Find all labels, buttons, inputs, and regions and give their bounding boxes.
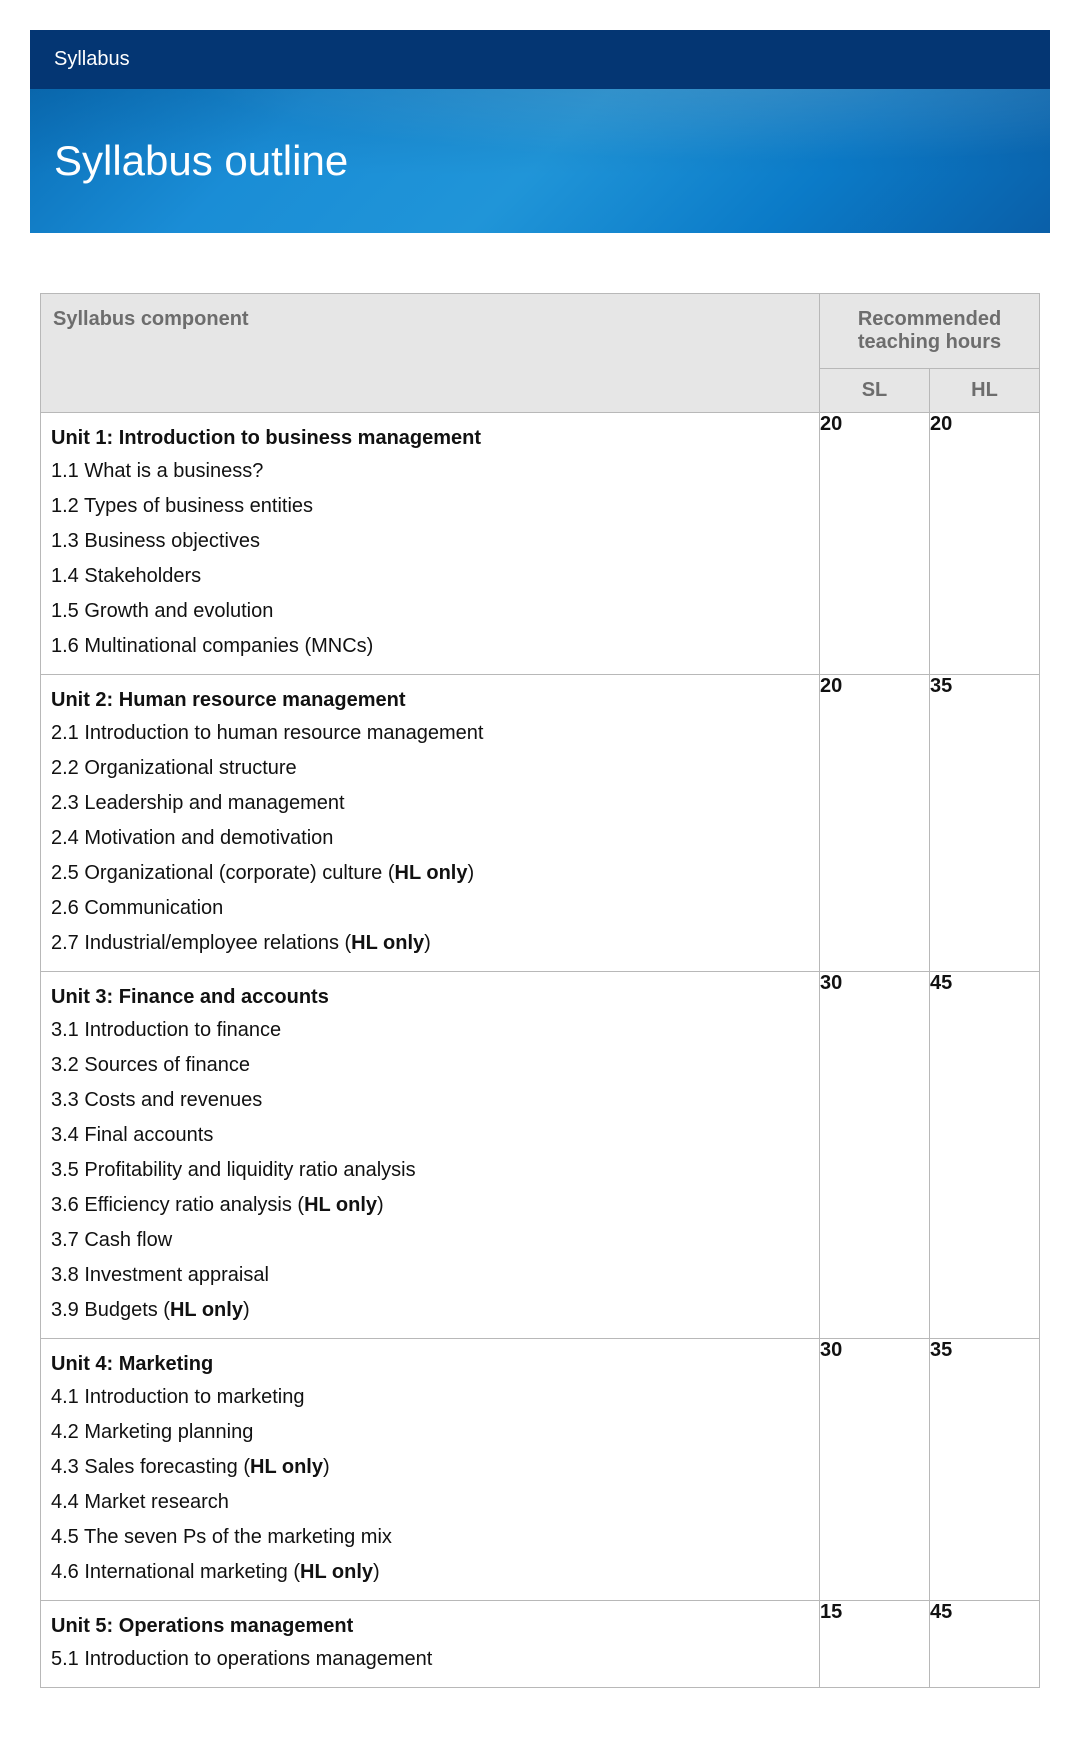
topic: 3.3 Costs and revenues (51, 1083, 809, 1118)
topic: 2.6 Communication (51, 891, 809, 926)
topic: 2.3 Leadership and management (51, 786, 809, 821)
col-component: Syllabus component (41, 294, 820, 413)
unit-cell: Unit 3: Finance and accounts3.1 Introduc… (41, 972, 820, 1339)
table-row: Unit 1: Introduction to business managem… (41, 413, 1040, 675)
topic: 2.1 Introduction to human resource manag… (51, 716, 809, 751)
syllabus-table: Syllabus component Recommended teaching … (40, 293, 1040, 1688)
sl-hours: 20 (820, 413, 930, 675)
topic: 4.6 International marketing (HL only) (51, 1555, 809, 1590)
topic: 4.3 Sales forecasting (HL only) (51, 1450, 809, 1485)
topic: 4.1 Introduction to marketing (51, 1380, 809, 1415)
table-row: Unit 4: Marketing4.1 Introduction to mar… (41, 1339, 1040, 1601)
unit-cell: Unit 5: Operations management5.1 Introdu… (41, 1601, 820, 1688)
table-head: Syllabus component Recommended teaching … (41, 294, 1040, 413)
header-section: Syllabus Syllabus outline (0, 0, 1080, 233)
topic: 1.2 Types of business entities (51, 489, 809, 524)
topic: 3.7 Cash flow (51, 1223, 809, 1258)
col-sl: SL (820, 369, 930, 413)
col-hl: HL (930, 369, 1040, 413)
table-row: Unit 3: Finance and accounts3.1 Introduc… (41, 972, 1040, 1339)
hl-only-label: HL only (395, 862, 468, 884)
topic: 4.5 The seven Ps of the marketing mix (51, 1520, 809, 1555)
topic: 3.5 Profitability and liquidity ratio an… (51, 1153, 809, 1188)
unit-title: Unit 2: Human resource management (51, 685, 809, 716)
sl-hours: 30 (820, 972, 930, 1339)
table-row: Unit 5: Operations management5.1 Introdu… (41, 1601, 1040, 1688)
hl-hours: 45 (930, 972, 1040, 1339)
unit-cell: Unit 2: Human resource management2.1 Int… (41, 675, 820, 972)
topic: 2.4 Motivation and demotivation (51, 821, 809, 856)
table-body: Unit 1: Introduction to business managem… (41, 413, 1040, 1688)
hl-hours: 35 (930, 675, 1040, 972)
topic: 3.2 Sources of finance (51, 1048, 809, 1083)
topic: 1.1 What is a business? (51, 454, 809, 489)
topic: 4.4 Market research (51, 1485, 809, 1520)
table-row: Unit 2: Human resource management2.1 Int… (41, 675, 1040, 972)
topic: 3.8 Investment appraisal (51, 1258, 809, 1293)
page-title: Syllabus outline (54, 137, 1026, 185)
sl-hours: 20 (820, 675, 930, 972)
topic: 5.1 Introduction to operations managemen… (51, 1642, 809, 1677)
topic: 1.4 Stakeholders (51, 559, 809, 594)
col-hours: Recommended teaching hours (820, 294, 1040, 369)
sl-hours: 30 (820, 1339, 930, 1601)
topic: 2.2 Organizational structure (51, 751, 809, 786)
topic: 1.6 Multinational companies (MNCs) (51, 629, 809, 664)
unit-title: Unit 5: Operations management (51, 1611, 809, 1642)
topic: 2.7 Industrial/employee relations (HL on… (51, 926, 809, 961)
header-banner: Syllabus outline (30, 89, 1050, 233)
topic: 3.6 Efficiency ratio analysis (HL only) (51, 1188, 809, 1223)
topic: 3.4 Final accounts (51, 1118, 809, 1153)
topic: 3.1 Introduction to finance (51, 1013, 809, 1048)
hl-only-label: HL only (351, 932, 424, 954)
unit-title: Unit 3: Finance and accounts (51, 982, 809, 1013)
hl-hours: 20 (930, 413, 1040, 675)
unit-cell: Unit 4: Marketing4.1 Introduction to mar… (41, 1339, 820, 1601)
unit-title: Unit 4: Marketing (51, 1349, 809, 1380)
hl-only-label: HL only (170, 1299, 243, 1321)
header-label: Syllabus (30, 30, 1050, 89)
hl-hours: 45 (930, 1601, 1040, 1688)
content: Syllabus component Recommended teaching … (0, 233, 1080, 1708)
topic: 3.9 Budgets (HL only) (51, 1293, 809, 1328)
unit-title: Unit 1: Introduction to business managem… (51, 423, 809, 454)
topic: 1.5 Growth and evolution (51, 594, 809, 629)
hl-only-label: HL only (300, 1561, 373, 1583)
hl-only-label: HL only (304, 1194, 377, 1216)
hl-hours: 35 (930, 1339, 1040, 1601)
topic: 4.2 Marketing planning (51, 1415, 809, 1450)
topic: 2.5 Organizational (corporate) culture (… (51, 856, 809, 891)
hl-only-label: HL only (250, 1456, 323, 1478)
topic: 1.3 Business objectives (51, 524, 809, 559)
sl-hours: 15 (820, 1601, 930, 1688)
unit-cell: Unit 1: Introduction to business managem… (41, 413, 820, 675)
